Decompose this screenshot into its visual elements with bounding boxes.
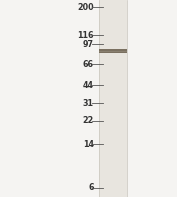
Text: 14: 14 (83, 139, 94, 149)
Text: 6: 6 (88, 183, 94, 192)
Bar (99, 49, 127, 53)
Bar (99, 51, 127, 52)
Text: 31: 31 (83, 99, 94, 108)
Bar (99, 0, 127, 197)
Text: 200: 200 (77, 3, 94, 12)
Text: 22: 22 (82, 116, 94, 125)
Text: 44: 44 (83, 81, 94, 90)
Text: 116: 116 (77, 31, 94, 40)
Text: 66: 66 (83, 60, 94, 69)
Text: 97: 97 (83, 40, 94, 49)
